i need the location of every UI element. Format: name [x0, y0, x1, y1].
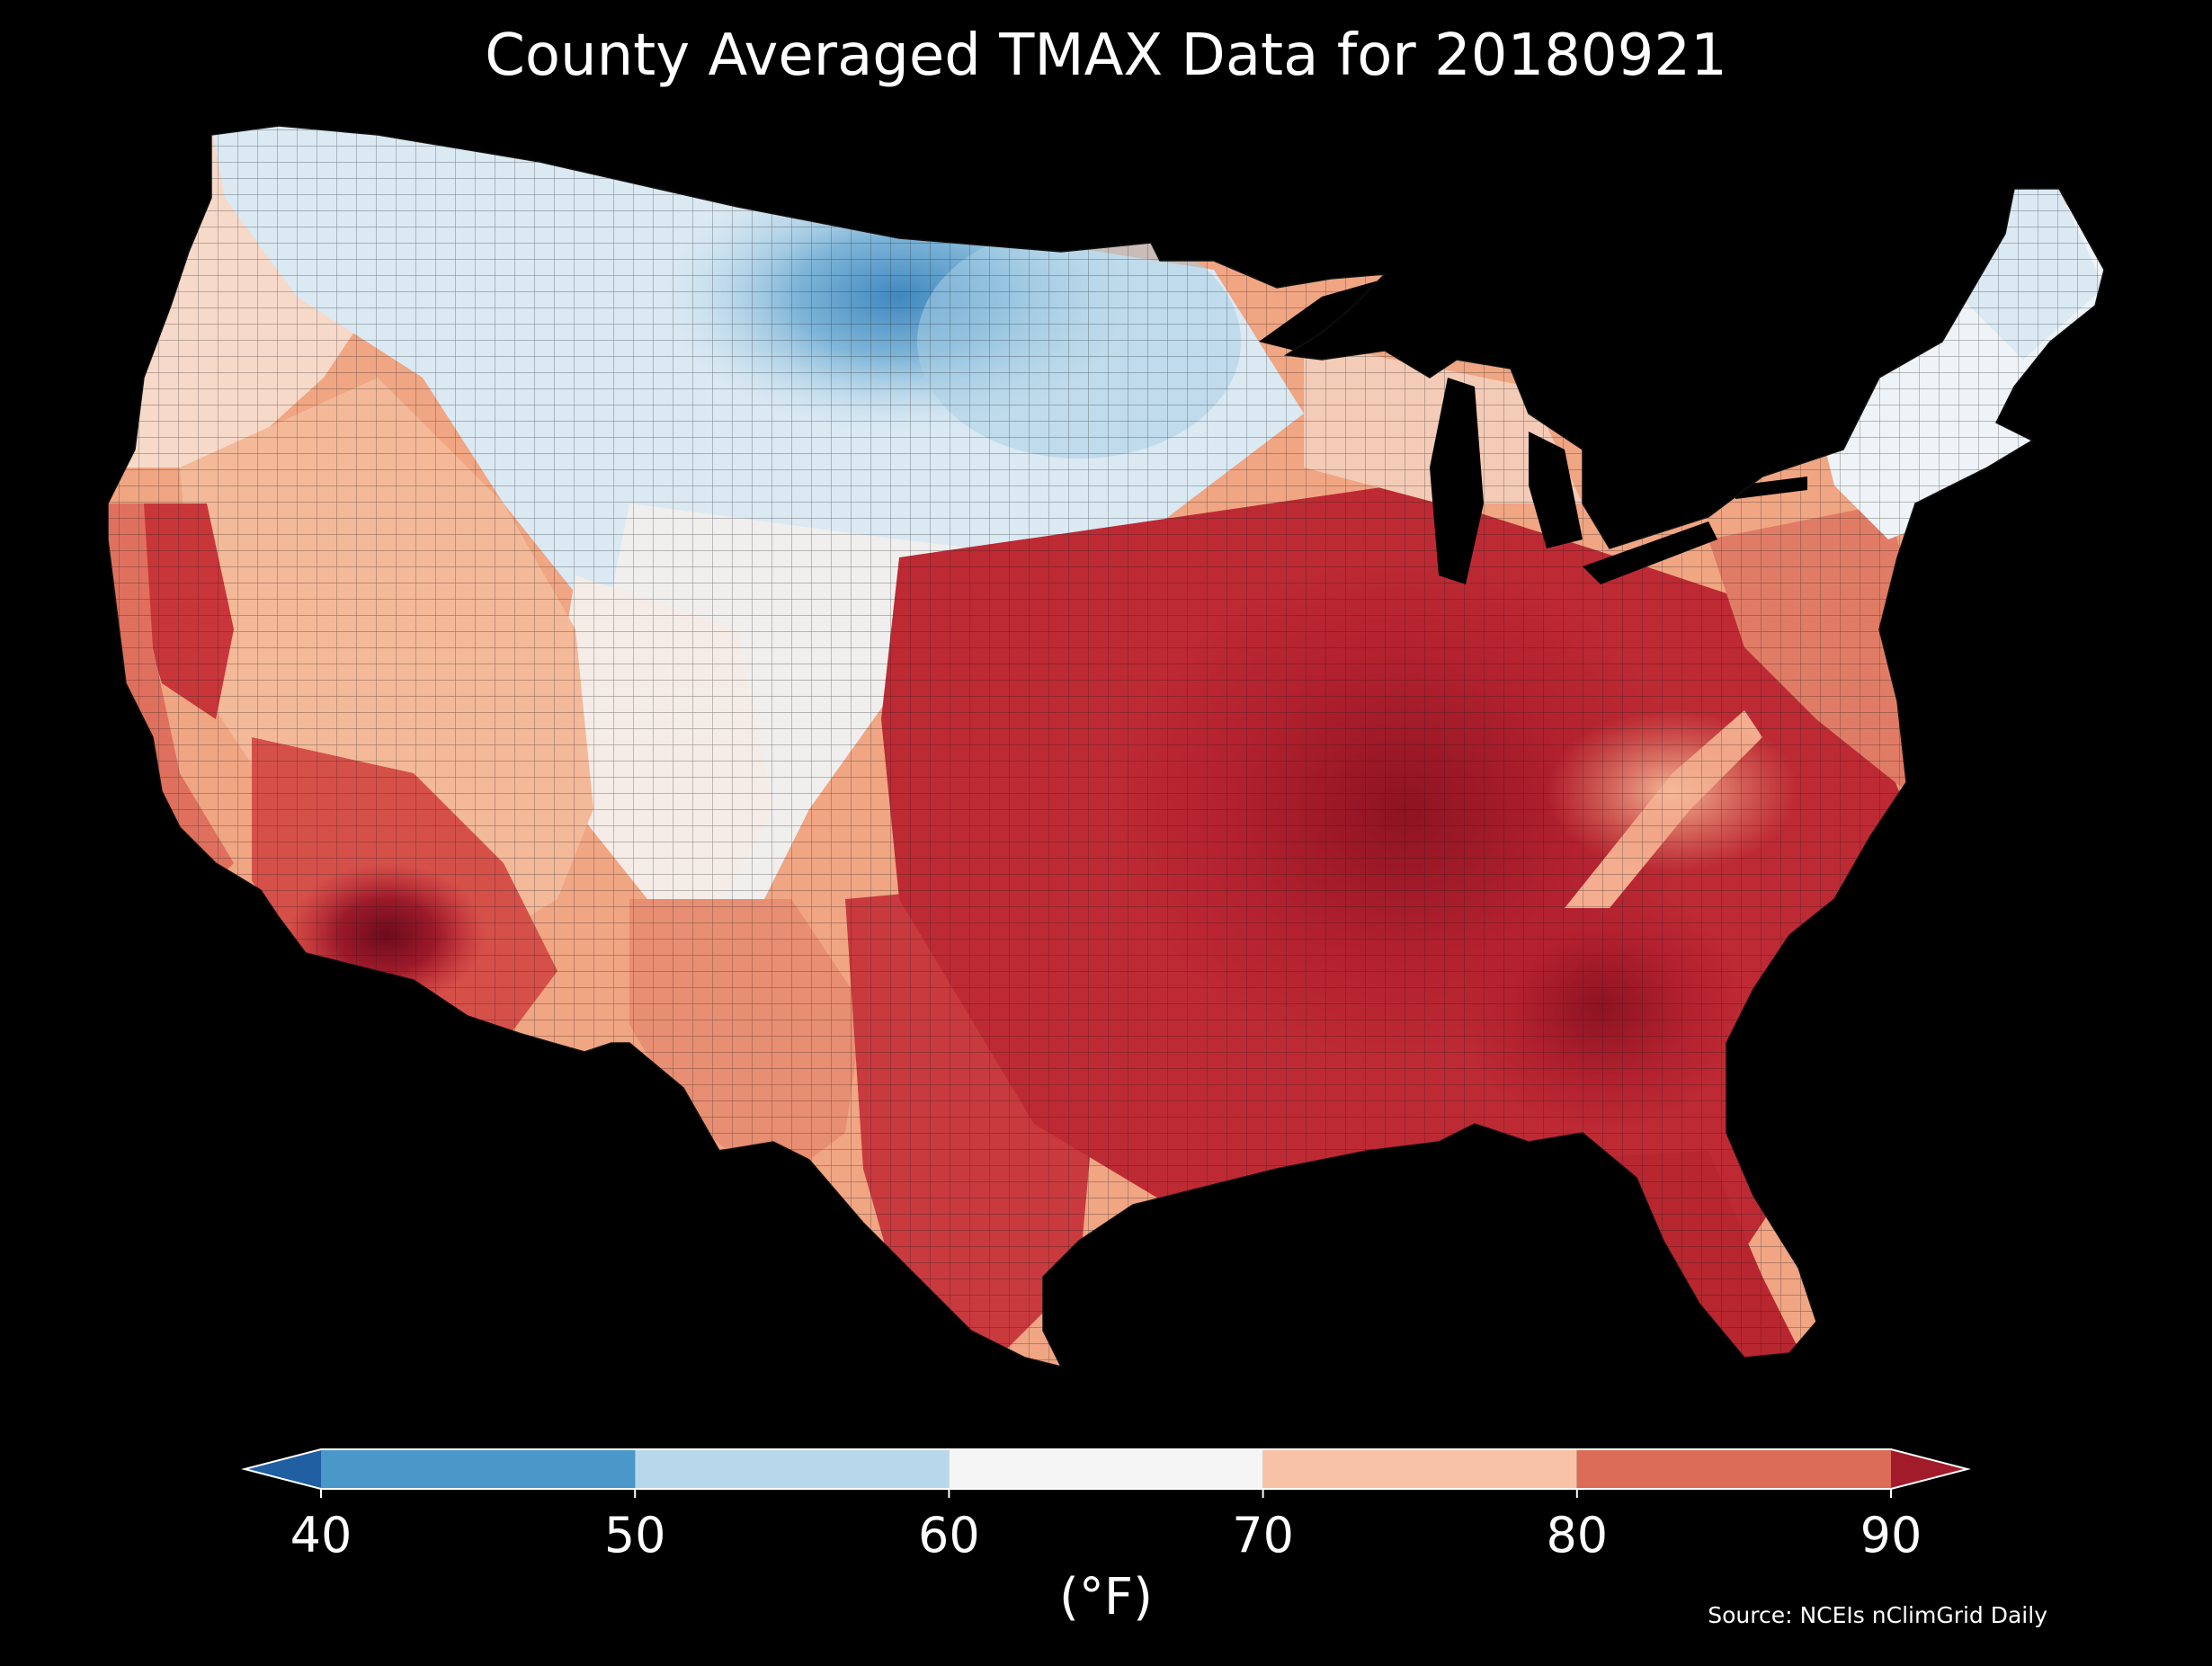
lake-ontario	[1735, 477, 1807, 499]
lake-superior	[1259, 279, 1385, 351]
conus-border	[107, 125, 2105, 1368]
colorbar-tick-label: 70	[1232, 1507, 1294, 1564]
colorbar-bin-80-90	[1576, 1449, 1891, 1489]
colorbar-tick-label: 60	[918, 1507, 980, 1564]
great-lakes	[1259, 279, 1807, 584]
colorbar-bin-70-80	[1262, 1449, 1577, 1489]
colorbar-tick-label: 40	[290, 1507, 352, 1564]
colorbar-unit-label: (°F)	[1059, 1568, 1153, 1626]
colorbar-bin-50-60	[635, 1449, 950, 1489]
map-title: County Averaged TMAX Data for 20180921	[485, 22, 1727, 89]
lake-michigan	[1430, 378, 1484, 584]
colorbar-extend-low	[245, 1449, 321, 1489]
colorbar-tick-label: 90	[1860, 1507, 1922, 1564]
colorbar-bin-40-50	[321, 1449, 636, 1489]
colorbar-extend-high	[1891, 1449, 1967, 1489]
lake-huron	[1529, 432, 1583, 548]
lake-erie	[1583, 521, 1717, 584]
colorbar-tick-label: 50	[603, 1507, 666, 1564]
colorbar-tick-label: 80	[1546, 1507, 1609, 1564]
colorbar	[241, 1448, 1971, 1498]
colorbar-bin-60-70	[949, 1449, 1263, 1489]
source-note: Source: NCEIs nClimGrid Daily	[1708, 1602, 2047, 1628]
